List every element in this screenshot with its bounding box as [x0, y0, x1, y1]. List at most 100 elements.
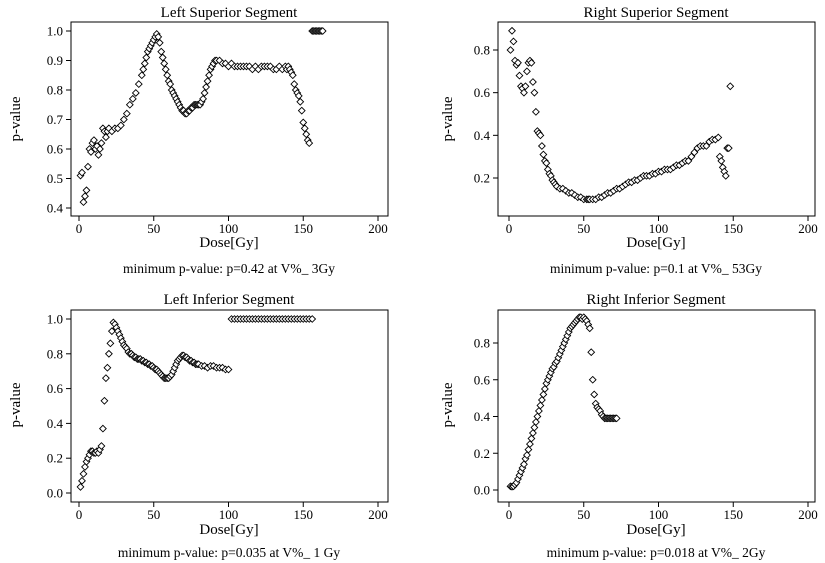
data-point: [539, 390, 548, 399]
data-point: [158, 53, 167, 62]
x-axis-label: Dose[Gy]: [626, 522, 685, 538]
data-point: [536, 401, 545, 410]
data-point: [523, 67, 531, 76]
data-point: [531, 107, 540, 116]
data-point: [714, 133, 723, 142]
x-tick-label: 0: [76, 221, 83, 236]
x-tick-label: 100: [649, 221, 669, 236]
data-point: [300, 124, 309, 133]
data-point: [157, 47, 166, 56]
y-axis-label: p-value: [8, 382, 24, 427]
data-point: [205, 71, 214, 80]
data-point: [290, 80, 299, 89]
data-point: [106, 339, 115, 348]
data-point: [520, 88, 528, 97]
data-point: [294, 91, 303, 100]
panel-left-superior: Left Superior Segment 0 50 100 150 200 0.4 0.5…: [8, 5, 389, 276]
data-point: [528, 78, 537, 86]
data-point: [587, 348, 596, 357]
plot-frame: [497, 21, 816, 217]
data-point: [122, 109, 131, 118]
data-point: [154, 32, 163, 41]
x-tick-label: 150: [724, 507, 744, 522]
data-point: [508, 26, 516, 35]
x-axis-label: Dose[Gy]: [626, 235, 685, 251]
data-point: [140, 59, 149, 68]
data-point: [523, 451, 531, 460]
data-point: [585, 324, 594, 333]
x-axis-label: Dose[Gy]: [199, 235, 258, 251]
x-tick-label: 50: [147, 507, 160, 522]
data-points: [76, 315, 317, 491]
x-tick-label: 150: [724, 221, 744, 236]
data-point: [97, 139, 106, 148]
data-point: [515, 71, 524, 80]
y-tick-label: 0.6: [474, 85, 491, 100]
data-point: [166, 80, 175, 89]
data-point: [100, 396, 109, 405]
data-point: [199, 94, 208, 103]
data-point: [558, 184, 567, 193]
data-point: [540, 385, 549, 393]
data-point: [103, 363, 112, 372]
caption: minimum p-value: p=0.1 at V%_ 53Gy: [550, 261, 762, 276]
data-point: [542, 159, 551, 168]
x-tick-label: 50: [577, 221, 590, 236]
panel-title: Left Inferior Segment: [164, 292, 296, 308]
x-tick-label: 100: [219, 221, 239, 236]
data-point: [163, 71, 172, 80]
x-tick-label: 100: [219, 507, 239, 522]
data-point: [724, 144, 733, 153]
data-point: [139, 65, 148, 74]
y-tick-label: 0.0: [474, 483, 490, 498]
data-points: [506, 26, 735, 204]
x-tick-label: 150: [294, 507, 314, 522]
data-point: [202, 83, 211, 91]
data-point: [131, 89, 140, 97]
data-point: [534, 407, 543, 415]
x-tick-label: 200: [798, 507, 818, 522]
data-point: [521, 82, 530, 91]
x-tick-label: 200: [368, 507, 388, 522]
data-point: [531, 418, 540, 426]
data-point: [94, 150, 103, 159]
data-point: [702, 142, 711, 150]
y-tick-label: 0.0: [47, 486, 63, 501]
y-axis-label: p-value: [440, 382, 456, 427]
data-point: [533, 412, 542, 421]
data-point: [296, 97, 305, 106]
data-point: [125, 100, 134, 109]
data-point: [509, 37, 518, 46]
data-point: [90, 136, 98, 145]
x-tick-label: 150: [294, 221, 314, 236]
x-tick-label: 50: [147, 221, 160, 236]
data-points: [76, 27, 327, 207]
y-tick-label: 0.4: [474, 128, 491, 143]
data-point: [299, 118, 308, 127]
y-axis-label: p-value: [8, 96, 24, 141]
data-point: [684, 156, 693, 165]
data-point: [128, 94, 137, 103]
data-point: [530, 423, 539, 432]
data-point: [527, 434, 536, 443]
x-tick-label: 200: [368, 221, 388, 236]
data-point: [101, 374, 110, 383]
x-axis-label: Dose[Gy]: [199, 522, 258, 538]
data-point: [539, 150, 548, 159]
data-point: [81, 192, 89, 201]
data-point: [161, 65, 170, 74]
data-point: [101, 133, 110, 142]
y-tick-label: 1.0: [47, 312, 63, 327]
data-point: [318, 27, 327, 35]
y-tick-label: 0.6: [474, 372, 491, 387]
y-tick-label: 0.4: [47, 201, 64, 216]
data-point: [297, 106, 306, 115]
data-point: [308, 315, 317, 323]
y-tick-label: 0.2: [474, 171, 490, 186]
panel-right-inferior: Right Inferior Segment 0 50 100 150 200 0.0 0.…: [440, 292, 818, 560]
data-point: [561, 186, 570, 195]
y-tick-label: 0.2: [47, 451, 63, 466]
data-point: [97, 442, 106, 450]
data-points: [506, 313, 621, 491]
data-point: [524, 445, 533, 454]
